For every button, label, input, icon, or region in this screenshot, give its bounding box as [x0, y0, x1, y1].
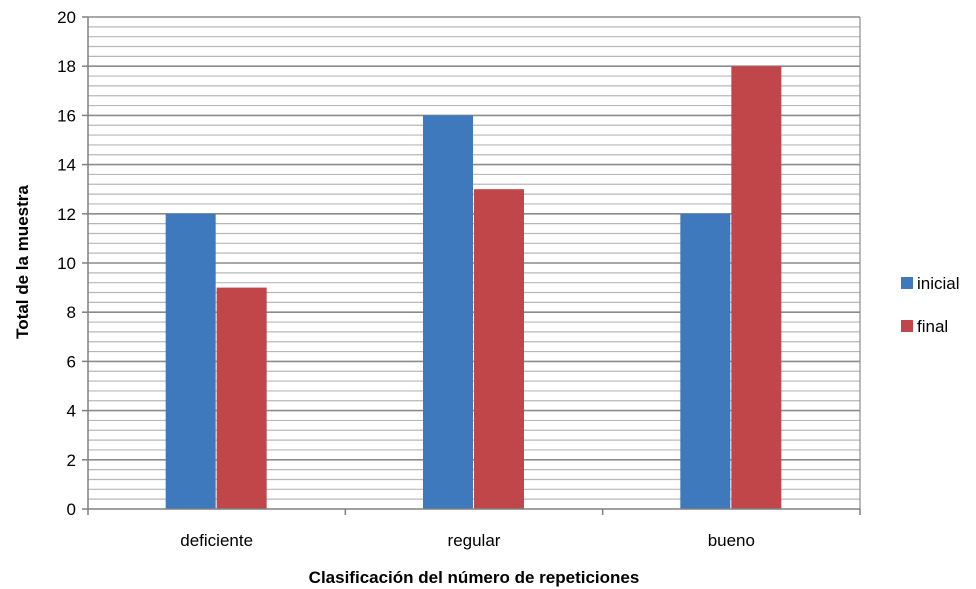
y-tick-label: 2: [67, 451, 76, 470]
y-tick-label: 12: [57, 205, 76, 224]
y-tick-label: 4: [67, 402, 76, 421]
legend-swatch-final: [901, 320, 913, 332]
x-tick-label: deficiente: [180, 531, 253, 550]
axes: [82, 16, 861, 515]
legend-label-inicial: inicial: [917, 274, 960, 293]
legend: inicial final: [901, 274, 960, 336]
bar-final-regular: [474, 189, 524, 509]
y-tick-label: 6: [67, 352, 76, 371]
y-tick-label: 20: [57, 8, 76, 27]
bar-inicial-regular: [423, 115, 473, 510]
legend-swatch-inicial: [901, 277, 913, 289]
bar-inicial-deficiente: [165, 213, 216, 510]
y-tick-label: 16: [57, 106, 76, 125]
y-tick-label: 8: [67, 303, 76, 322]
bar-final-deficiente: [216, 287, 267, 509]
bar-inicial-bueno: [680, 213, 731, 510]
y-tick-label: 18: [57, 57, 76, 76]
bar-final-bueno: [731, 66, 782, 509]
y-tick-labels: 0 2 4 6 8 10 12 14 16 18 20: [57, 8, 76, 519]
y-tick-label: 14: [57, 156, 76, 175]
y-tick-label: 10: [57, 254, 76, 273]
x-tick-label: regular: [448, 531, 501, 550]
x-axis-title: Clasificación del número de repeticiones: [309, 568, 640, 587]
y-axis-title: Total de la muestra: [13, 185, 32, 339]
bars: [165, 66, 782, 510]
y-tick-label: 0: [67, 500, 76, 519]
x-tick-labels: deficiente regular bueno: [180, 531, 755, 550]
x-tick-label: bueno: [708, 531, 755, 550]
legend-label-final: final: [917, 317, 948, 336]
